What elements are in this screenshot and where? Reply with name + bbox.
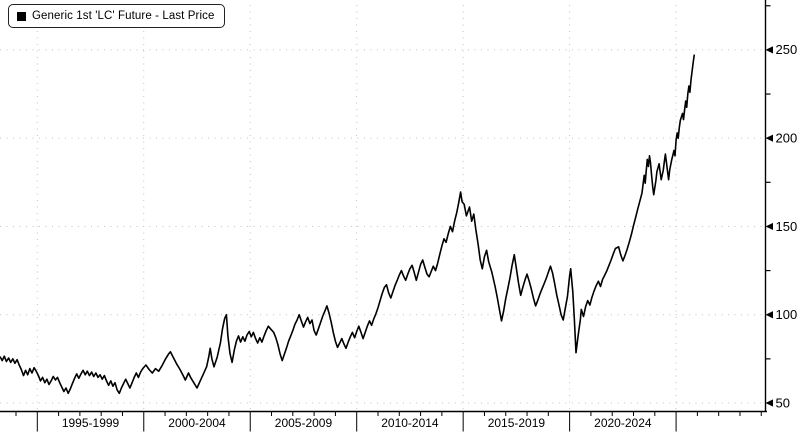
y-tick-arrow-icon (765, 222, 773, 231)
x-period-label: 1995-1999 (62, 416, 120, 430)
y-tick-arrow-icon (765, 46, 773, 54)
x-period-label: 2020-2024 (594, 416, 652, 430)
y-tick-arrow-icon (765, 311, 773, 319)
y-tick-label: 250 (776, 42, 798, 57)
x-period-label: 2010-2014 (381, 416, 439, 430)
series-marker-icon (17, 11, 26, 21)
y-tick-label: 200 (776, 130, 798, 145)
y-tick-arrow-icon (765, 134, 773, 142)
legend-box[interactable]: Generic 1st 'LC' Future - Last Price (8, 4, 226, 28)
y-tick-arrow-icon (765, 399, 773, 407)
y-tick-label: 150 (776, 219, 798, 234)
x-period-label: 2000-2004 (168, 416, 226, 430)
x-period-label: 2015-2019 (488, 416, 546, 430)
series-legend-label: Generic 1st 'LC' Future - Last Price (32, 10, 215, 22)
x-period-label: 2005-2009 (275, 416, 333, 430)
price-line (0, 54, 696, 395)
y-tick-label: 50 (776, 395, 790, 410)
y-tick-label: 100 (776, 307, 798, 322)
